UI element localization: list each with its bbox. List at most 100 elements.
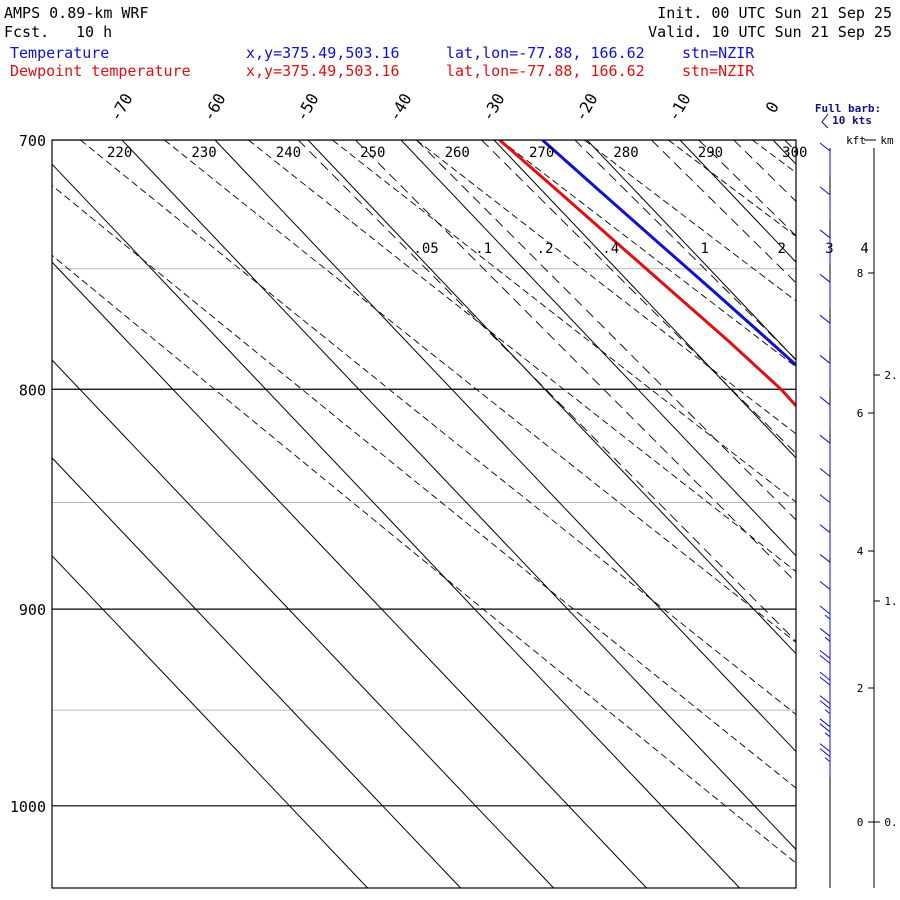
wind-barb [819, 468, 831, 503]
wind-barb [819, 553, 831, 589]
barb-key-line1: Full barb: [815, 102, 881, 115]
wind-barb [819, 434, 831, 470]
wind-barb [819, 581, 831, 616]
wind-barb [819, 314, 831, 350]
pressure-tick-label: 700 [19, 132, 46, 150]
theta-label: 280 [613, 145, 638, 161]
isotherm-line [52, 555, 368, 888]
legend-temperature-stn: stn=NZIR [682, 44, 755, 62]
temperature-tick-label: -50 [292, 90, 323, 125]
theta-label: 260 [445, 145, 470, 161]
theta-label: 240 [276, 145, 301, 161]
legend-dewpoint-xy: x,y=375.49,503.16 [246, 62, 400, 80]
dry-adiabat [164, 140, 796, 643]
mixing-ratio-label: .1 [475, 241, 492, 257]
isotherm-line [866, 140, 900, 888]
mixing-ratio-label: .2 [537, 241, 554, 257]
kft-tick-label: 0 [857, 816, 864, 829]
km-tick-label: 1. [884, 595, 897, 608]
temperature-tick-label: -20 [571, 90, 602, 125]
isotherm-line [121, 140, 796, 851]
mixing-ratio-label: .05 [413, 241, 438, 257]
km-tick-label: 0. [884, 816, 897, 829]
wind-barb [819, 396, 831, 431]
mixing-ratio-label: 1 [700, 241, 708, 257]
mixing-ratio-line [733, 140, 796, 202]
legend-dewpoint-name: Dewpoint temperature [10, 62, 191, 80]
temperature-tick-label: -60 [199, 90, 230, 125]
mixing-ratio-label: .4 [602, 241, 619, 257]
kft-tick-label: 6 [857, 407, 864, 420]
theta-label: 290 [698, 145, 723, 161]
isotherm-line [493, 140, 796, 459]
theta-label: 250 [360, 145, 385, 161]
legend-temperature-name: Temperature [10, 44, 110, 62]
forecast-label: Fcst. [4, 23, 50, 41]
valid-time: Valid. 10 UTC Sun 21 Sep 25 [648, 23, 892, 41]
plot-frame [51, 139, 797, 889]
theta-label: 270 [529, 145, 554, 161]
theta-label: 300 [782, 145, 807, 161]
dry-adiabat [248, 140, 796, 573]
wind-barb [819, 186, 831, 221]
isotherm-line [52, 163, 740, 888]
barb-key-line2: 10 kts [832, 114, 872, 127]
km-tick-label: 2. [884, 369, 897, 382]
temperature-line [541, 140, 796, 368]
wind-barb [819, 627, 831, 663]
isotherm-line [586, 140, 796, 361]
barb-key-icon [821, 113, 829, 129]
kft-tick-label: 2 [857, 682, 864, 695]
legend-dewpoint-stn: stn=NZIR [682, 62, 755, 80]
isotherm-line [52, 457, 461, 888]
isotherm-line [307, 140, 796, 655]
wind-barb [819, 743, 831, 778]
wind-barb [819, 695, 831, 730]
wind-barb [819, 494, 831, 529]
km-axis-label: km [880, 134, 894, 147]
dry-adiabat [52, 254, 796, 864]
legend-temperature-xy: x,y=375.49,503.16 [246, 44, 400, 62]
wind-barb [819, 229, 831, 264]
kft-axis-label: kft [846, 134, 866, 147]
wind-barb [819, 650, 831, 685]
kft-tick-label: 4 [857, 545, 864, 558]
kft-tick-label: 8 [857, 267, 864, 280]
wind-barb [819, 354, 831, 390]
model-title: AMPS 0.89-km WRF [4, 4, 149, 22]
isotherm-line [772, 140, 796, 165]
dry-adiabat [80, 140, 796, 716]
legend-temperature-latlon: lat,lon=-77.88, 166.62 [446, 44, 645, 62]
theta-label: 230 [191, 145, 216, 161]
wind-barb [819, 605, 831, 640]
mixing-ratio-line [355, 140, 796, 583]
isotherm-line [52, 261, 647, 888]
temperature-tick-label: -40 [385, 90, 416, 125]
legend-dewpoint-latlon: lat,lon=-77.88, 166.62 [446, 62, 645, 80]
dry-adiabat [500, 140, 796, 368]
wind-barb [819, 718, 831, 753]
dry-adiabat [584, 140, 796, 302]
temperature-tick-label: -10 [664, 90, 695, 125]
mixing-ratio-label: 4 [860, 241, 868, 257]
wind-barb [819, 273, 831, 309]
dewpoint-line [498, 140, 796, 408]
dry-adiabat [416, 140, 796, 435]
mixing-ratio-label: 2 [778, 241, 786, 257]
temperature-tick-label: 0 [762, 98, 783, 116]
isotherm-line [400, 140, 796, 557]
forecast-value: 10 h [76, 23, 113, 41]
theta-label: 220 [107, 145, 132, 161]
dry-adiabat [332, 140, 796, 503]
mixing-ratio-line [297, 140, 796, 642]
mixing-ratio-line [481, 140, 796, 455]
wind-barb [819, 142, 831, 177]
pressure-tick-label: 1000 [10, 798, 46, 816]
mixing-ratio-line [784, 140, 796, 152]
mixing-ratio-line [574, 140, 796, 361]
isotherm-line [214, 140, 796, 753]
isotherm-line [52, 359, 554, 888]
wind-barb [819, 671, 831, 707]
pressure-tick-label: 800 [19, 381, 46, 399]
